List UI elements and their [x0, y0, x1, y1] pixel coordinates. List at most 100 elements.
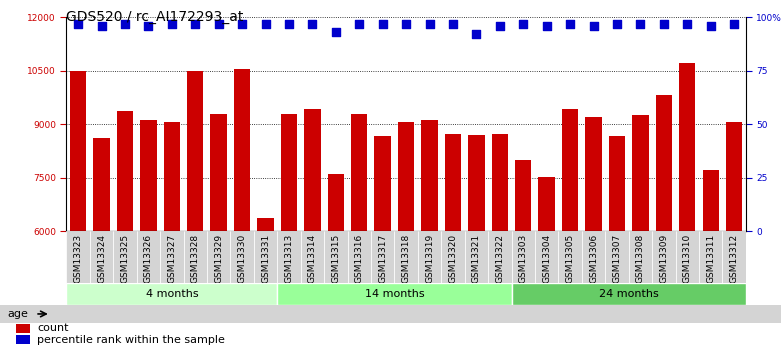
- Text: GDS520 / rc_AI172293_at: GDS520 / rc_AI172293_at: [66, 10, 244, 24]
- Bar: [585, 117, 601, 345]
- Bar: [351, 114, 368, 345]
- Point: [611, 21, 623, 27]
- Bar: [465, 231, 488, 285]
- Point: [587, 23, 600, 29]
- Bar: [160, 231, 184, 285]
- Point: [634, 21, 647, 27]
- Point: [119, 21, 131, 27]
- Text: GSM13317: GSM13317: [378, 234, 387, 283]
- Bar: [16, 335, 30, 344]
- Point: [212, 21, 225, 27]
- Bar: [137, 231, 160, 285]
- Bar: [629, 231, 652, 285]
- Bar: [16, 324, 30, 333]
- Bar: [468, 135, 484, 345]
- Text: GSM13331: GSM13331: [261, 234, 270, 283]
- Text: GSM13314: GSM13314: [308, 234, 317, 283]
- Bar: [234, 69, 251, 345]
- Text: GSM13324: GSM13324: [97, 234, 106, 283]
- Bar: [371, 231, 394, 285]
- Bar: [277, 283, 512, 305]
- Bar: [66, 283, 277, 305]
- Point: [494, 23, 506, 29]
- Bar: [488, 231, 512, 285]
- Bar: [301, 231, 324, 285]
- Text: GSM13306: GSM13306: [589, 234, 598, 283]
- Bar: [633, 115, 648, 345]
- Text: GSM13303: GSM13303: [519, 234, 528, 283]
- Bar: [94, 138, 109, 345]
- Point: [517, 21, 530, 27]
- Bar: [652, 231, 676, 285]
- Text: GSM13316: GSM13316: [355, 234, 364, 283]
- Point: [72, 21, 84, 27]
- Bar: [70, 71, 86, 345]
- Bar: [254, 231, 277, 285]
- Bar: [676, 231, 699, 285]
- Text: GSM13320: GSM13320: [448, 234, 458, 283]
- Text: age: age: [8, 309, 29, 319]
- Bar: [230, 231, 254, 285]
- Text: count: count: [37, 323, 69, 333]
- Point: [166, 21, 178, 27]
- Text: GSM13312: GSM13312: [729, 234, 739, 283]
- Bar: [375, 136, 390, 345]
- Bar: [558, 231, 582, 285]
- Bar: [703, 170, 719, 345]
- Text: percentile rank within the sample: percentile rank within the sample: [37, 335, 226, 345]
- Bar: [562, 109, 578, 345]
- Point: [540, 23, 553, 29]
- Text: GSM13308: GSM13308: [636, 234, 645, 283]
- Bar: [418, 231, 441, 285]
- Bar: [113, 231, 137, 285]
- Bar: [164, 122, 180, 345]
- Bar: [257, 218, 273, 345]
- Point: [658, 21, 670, 27]
- Bar: [722, 231, 746, 285]
- Bar: [141, 120, 156, 345]
- Bar: [512, 283, 746, 305]
- Bar: [348, 231, 371, 285]
- Text: GSM13327: GSM13327: [167, 234, 177, 283]
- Point: [259, 21, 272, 27]
- Text: 4 months: 4 months: [145, 289, 198, 299]
- Text: GSM13309: GSM13309: [659, 234, 669, 283]
- Bar: [441, 231, 465, 285]
- Bar: [207, 231, 230, 285]
- Point: [376, 21, 389, 27]
- Text: GSM13311: GSM13311: [706, 234, 715, 283]
- Bar: [328, 175, 344, 345]
- Text: GSM13318: GSM13318: [401, 234, 411, 283]
- Bar: [305, 109, 320, 345]
- Point: [189, 21, 201, 27]
- Point: [142, 23, 155, 29]
- Text: GSM13329: GSM13329: [214, 234, 223, 283]
- Text: GSM13319: GSM13319: [425, 234, 434, 283]
- Text: GSM13330: GSM13330: [237, 234, 247, 283]
- Point: [447, 21, 459, 27]
- Text: GSM13307: GSM13307: [612, 234, 622, 283]
- Bar: [582, 231, 605, 285]
- Bar: [281, 114, 297, 345]
- Bar: [539, 177, 555, 345]
- Text: GSM13304: GSM13304: [542, 234, 551, 283]
- Bar: [515, 160, 531, 345]
- Text: GSM13326: GSM13326: [144, 234, 153, 283]
- Bar: [679, 62, 695, 345]
- Bar: [605, 231, 629, 285]
- Text: GSM13310: GSM13310: [683, 234, 692, 283]
- Text: GSM13322: GSM13322: [495, 234, 505, 283]
- Point: [470, 32, 483, 37]
- Point: [400, 21, 412, 27]
- Point: [95, 23, 108, 29]
- Point: [564, 21, 576, 27]
- Bar: [699, 231, 722, 285]
- Bar: [398, 122, 415, 345]
- Point: [330, 29, 342, 35]
- Point: [306, 21, 319, 27]
- Bar: [117, 111, 133, 345]
- Text: GSM13328: GSM13328: [191, 234, 200, 283]
- Bar: [492, 134, 508, 345]
- Point: [423, 21, 436, 27]
- Bar: [324, 231, 348, 285]
